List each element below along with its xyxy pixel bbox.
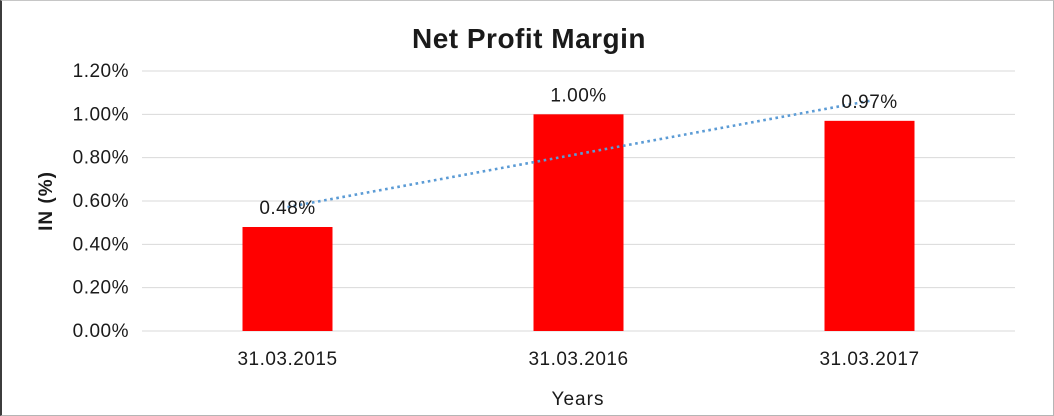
data-label: 0.48% xyxy=(259,198,315,219)
chart-title: Net Profit Margin xyxy=(411,23,647,54)
y-tick-label: 1.00% xyxy=(73,104,129,125)
data-label: 0.97% xyxy=(841,92,897,113)
bar xyxy=(242,227,333,331)
bar xyxy=(533,114,624,331)
y-tick-label: 0.00% xyxy=(73,321,129,342)
x-tick-label: 31.03.2017 xyxy=(819,349,919,370)
bar xyxy=(824,120,915,331)
x-axis-title: Years xyxy=(551,389,605,410)
data-label: 1.00% xyxy=(550,85,606,106)
x-tick-label: 31.03.2016 xyxy=(528,349,628,370)
y-tick-label: 0.20% xyxy=(73,278,129,299)
y-tick-label: 0.80% xyxy=(73,148,129,169)
y-tick-label: 0.40% xyxy=(73,234,129,255)
y-tick-label: 0.60% xyxy=(73,191,129,212)
x-tick-label: 31.03.2015 xyxy=(237,349,337,370)
y-tick-label: 1.20% xyxy=(73,61,129,82)
